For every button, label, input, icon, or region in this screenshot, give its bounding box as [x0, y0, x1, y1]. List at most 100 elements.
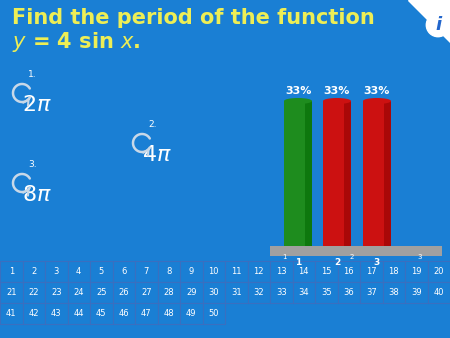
Bar [0, 282, 22, 303]
Text: 4: 4 [76, 267, 81, 276]
Bar [90, 303, 112, 324]
Text: 24: 24 [73, 288, 84, 297]
Bar [315, 282, 338, 303]
Bar [338, 282, 360, 303]
Bar [68, 261, 90, 282]
Bar [202, 303, 225, 324]
Text: 2: 2 [350, 254, 354, 260]
Bar [405, 261, 428, 282]
Text: 33%: 33% [285, 86, 311, 96]
Bar [363, 101, 391, 246]
Text: 18: 18 [388, 267, 399, 276]
Text: Find the period of the function: Find the period of the function [12, 8, 375, 28]
Bar [284, 101, 312, 246]
Bar [112, 282, 135, 303]
Text: 33%: 33% [324, 86, 350, 96]
Text: 29: 29 [186, 288, 197, 297]
Text: 5: 5 [99, 267, 104, 276]
Text: 43: 43 [51, 309, 62, 318]
Text: 7: 7 [144, 267, 149, 276]
Text: 47: 47 [141, 309, 152, 318]
Text: 28: 28 [163, 288, 174, 297]
Text: 13: 13 [276, 267, 287, 276]
Text: 12: 12 [253, 267, 264, 276]
Text: 3: 3 [417, 254, 422, 260]
Bar [112, 261, 135, 282]
Bar [382, 282, 405, 303]
Bar [135, 282, 158, 303]
Bar [225, 282, 248, 303]
Text: 34: 34 [298, 288, 309, 297]
Text: 2: 2 [31, 267, 36, 276]
Bar [344, 101, 351, 246]
Text: 1: 1 [282, 254, 287, 260]
Bar [180, 282, 202, 303]
Bar [0, 303, 22, 324]
Text: 9: 9 [189, 267, 194, 276]
Bar [315, 261, 338, 282]
Text: 22: 22 [28, 288, 39, 297]
Text: 36: 36 [343, 288, 354, 297]
Bar [428, 261, 450, 282]
Text: 3.: 3. [28, 160, 36, 169]
Text: 1.: 1. [28, 70, 36, 79]
Text: 30: 30 [208, 288, 219, 297]
Text: 44: 44 [73, 309, 84, 318]
Ellipse shape [284, 98, 312, 104]
Text: 33: 33 [276, 288, 287, 297]
Text: 20: 20 [433, 267, 444, 276]
Ellipse shape [323, 98, 351, 104]
Text: 19: 19 [411, 267, 422, 276]
Bar [292, 282, 315, 303]
Text: $y$ = 4 sin $x$.: $y$ = 4 sin $x$. [12, 30, 140, 54]
Text: $4\pi$: $4\pi$ [142, 145, 172, 165]
Text: 32: 32 [253, 288, 264, 297]
Bar [180, 303, 202, 324]
Bar [270, 246, 442, 256]
Text: 31: 31 [231, 288, 242, 297]
Text: 39: 39 [411, 288, 422, 297]
Text: 33%: 33% [364, 86, 390, 96]
Bar [158, 282, 180, 303]
Bar [270, 282, 292, 303]
Text: 10: 10 [208, 267, 219, 276]
Text: 25: 25 [96, 288, 107, 297]
Text: 3: 3 [54, 267, 59, 276]
Bar [90, 282, 112, 303]
Text: 42: 42 [28, 309, 39, 318]
Ellipse shape [363, 98, 391, 104]
Bar [248, 261, 270, 282]
Bar [45, 261, 68, 282]
Text: 35: 35 [321, 288, 332, 297]
Bar [45, 282, 68, 303]
Bar [22, 303, 45, 324]
Text: 1: 1 [295, 258, 301, 267]
Text: 2: 2 [334, 258, 340, 267]
Text: 40: 40 [433, 288, 444, 297]
Bar [225, 261, 248, 282]
Bar [305, 101, 312, 246]
Text: 38: 38 [388, 288, 399, 297]
Text: 21: 21 [6, 288, 17, 297]
Bar [68, 282, 90, 303]
Text: 37: 37 [366, 288, 377, 297]
Bar [428, 282, 450, 303]
Bar [248, 282, 270, 303]
Bar [202, 261, 225, 282]
Bar [180, 261, 202, 282]
Text: 41: 41 [6, 309, 17, 318]
Text: 49: 49 [186, 309, 197, 318]
Bar [338, 261, 360, 282]
Text: 26: 26 [118, 288, 129, 297]
Text: 3: 3 [374, 258, 380, 267]
Text: 16: 16 [343, 267, 354, 276]
Text: 17: 17 [366, 267, 377, 276]
Bar [384, 101, 391, 246]
Bar [323, 101, 351, 246]
Text: 45: 45 [96, 309, 107, 318]
Text: 15: 15 [321, 267, 332, 276]
Bar [22, 261, 45, 282]
Polygon shape [408, 0, 450, 42]
Bar [68, 303, 90, 324]
Bar [22, 282, 45, 303]
